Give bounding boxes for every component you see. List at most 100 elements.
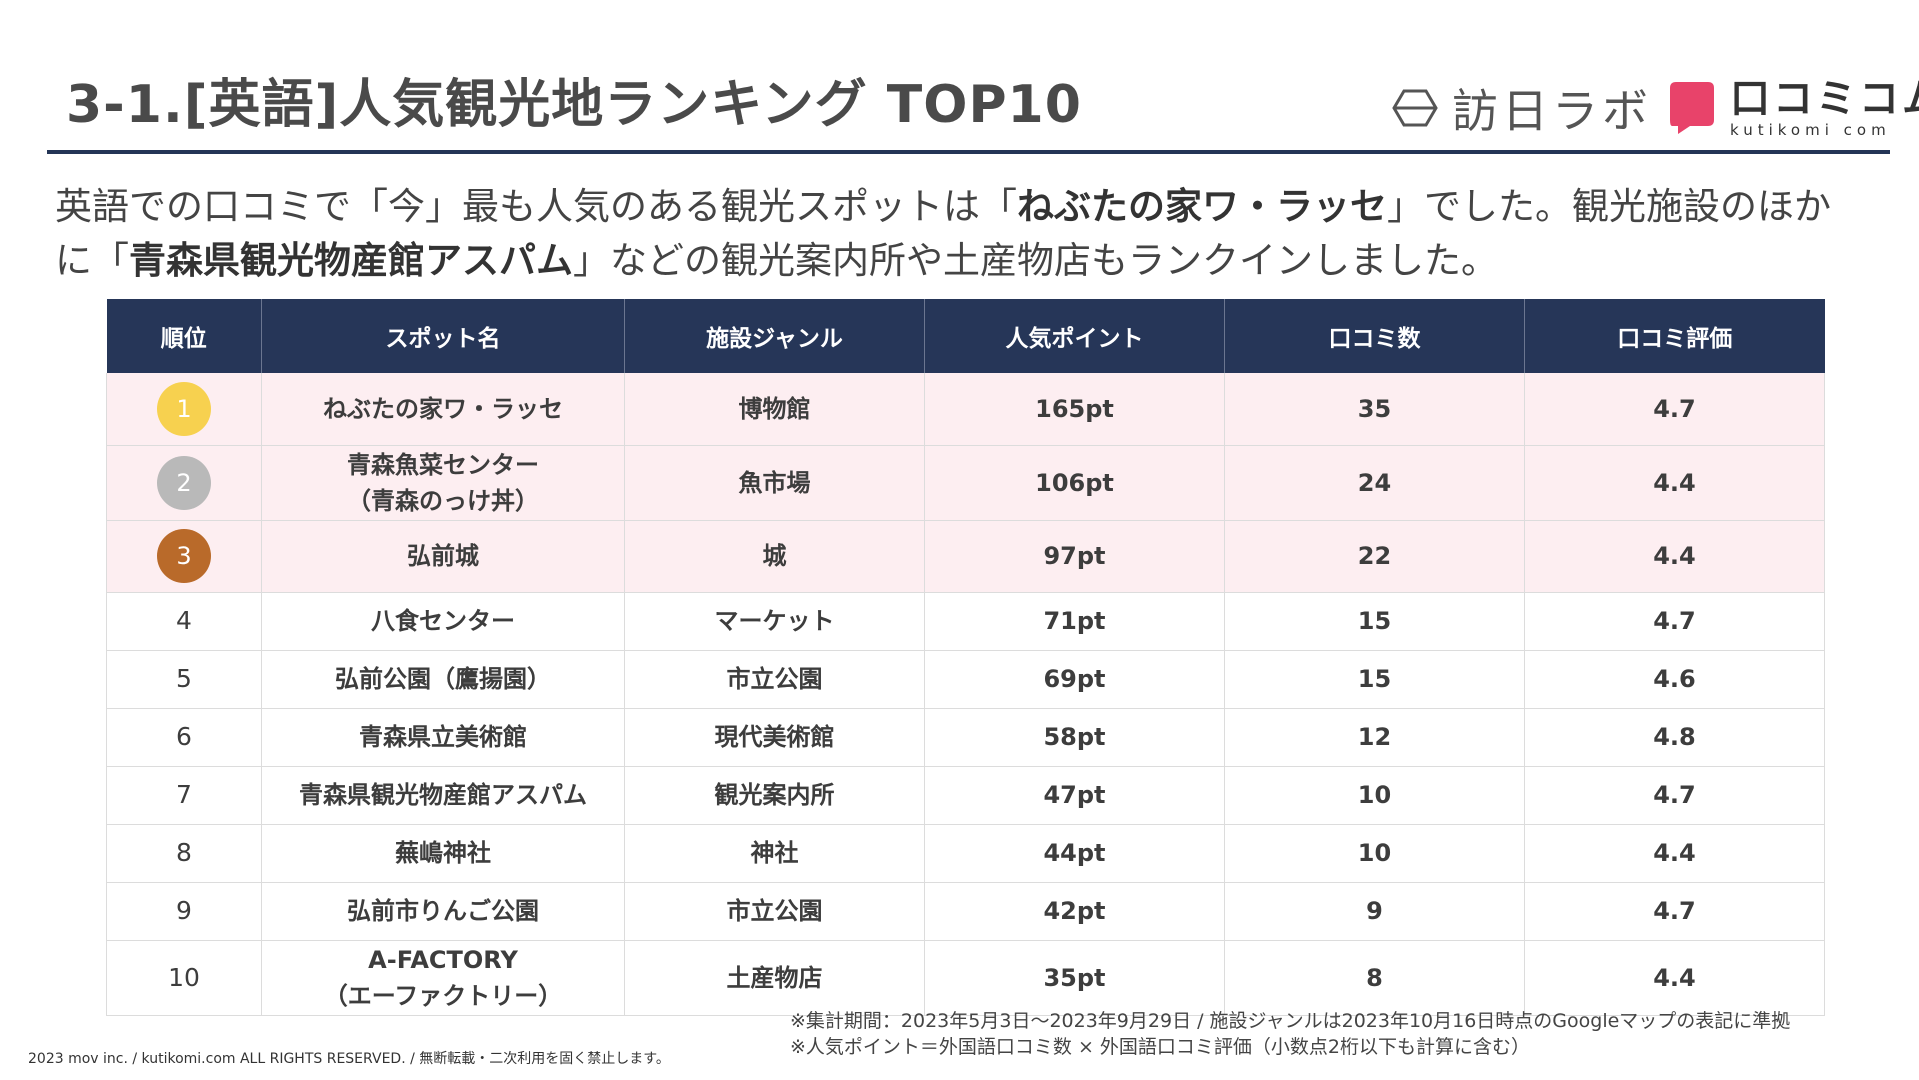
spot-name-cell: 弘前城 [261,520,625,593]
genre-cell: 現代美術館 [624,708,925,767]
spot-name-cell: 弘前市りんご公園 [261,882,625,941]
rank-medal: 2 [157,455,211,510]
points-cell: 69pt [924,650,1225,709]
houjin-lab-logo: 訪日ラボ [1392,78,1652,138]
rank-cell: 10 [106,940,262,1016]
table-row: 10 A-FACTORY （エーファクトリー） 土産物店 35pt 8 4.4 [106,940,1825,1016]
spot-name-cell: 青森県立美術館 [261,708,625,767]
rank-cell: 8 [106,824,262,883]
points-cell: 71pt [924,592,1225,651]
review-rating-cell: 4.6 [1524,650,1825,709]
kutikomi-logo: 口コミコム kutikomi com [1668,78,1919,138]
header-genre: 施設ジャンル [624,299,925,373]
rank-cell: 2 [106,445,262,521]
houjin-lab-logo-text: 訪日ラボ [1452,84,1652,138]
rank-cell: 4 [106,592,262,651]
rank-number: 7 [176,780,192,809]
table-row: 4 八食センター マーケット 71pt 15 4.7 [106,592,1825,651]
rank-number: 8 [176,838,192,867]
spot-name-cell: ねぶたの家ワ・ラッセ [261,373,625,446]
footnote-period: ※集計期間：2023年5月3日～2023年9月29日 / 施設ジャンルは2023… [790,1010,1791,1032]
points-cell: 47pt [924,766,1225,825]
table-row: 7 青森県観光物産館アスパム 観光案内所 47pt 10 4.7 [106,766,1825,825]
lead-text-2: 」でした。観光施設のほかに「 [55,185,1831,282]
rank-number: 4 [176,606,192,635]
kutikomi-logo-jp: 口コミコム [1730,75,1919,122]
review-count-cell: 15 [1224,650,1525,709]
header-points: 人気ポイント [924,299,1225,373]
review-rating-cell: 4.4 [1524,520,1825,593]
spot-name: A-FACTORY [368,945,518,974]
rank-number: 10 [168,962,200,992]
review-count-cell: 8 [1224,940,1525,1016]
header-divider [47,150,1890,154]
review-count-cell: 9 [1224,882,1525,941]
kutikomi-logo-en: kutikomi com [1730,120,1891,139]
table-row: 6 青森県立美術館 現代美術館 58pt 12 4.8 [106,708,1825,767]
spot-name: 青森県観光物産館アスパム [299,781,587,809]
review-rating-cell: 4.7 [1524,882,1825,941]
lead-text-3: 」などの観光案内所や土産物店もランクインしました。 [573,239,1498,282]
header-review-rating: 口コミ評価 [1524,299,1825,373]
review-count-cell: 15 [1224,592,1525,651]
rank-cell: 6 [106,708,262,767]
genre-cell: 観光案内所 [624,766,925,825]
hexagon-logo-icon [1392,89,1438,127]
rank-cell: 3 [106,520,262,593]
genre-cell: 城 [624,520,925,593]
spot-name-cell: 青森県観光物産館アスパム [261,766,625,825]
rank-number: 6 [176,722,192,751]
review-rating-cell: 4.4 [1524,445,1825,521]
review-count-cell: 24 [1224,445,1525,521]
ranking-table: 順位 スポット名 施設ジャンル 人気ポイント 口コミ数 口コミ評価 1 ねぶたの家… [106,299,1825,1016]
table-row: 3 弘前城 城 97pt 22 4.4 [106,520,1825,593]
rank-cell: 9 [106,882,262,941]
rank-cell: 5 [106,650,262,709]
table-row: 8 蕪嶋神社 神社 44pt 10 4.4 [106,824,1825,883]
spot-name-cell: A-FACTORY （エーファクトリー） [261,940,625,1016]
spot-name: ねぶたの家ワ・ラッセ [323,394,563,423]
spot-name-cell: 弘前公園（鷹揚園） [261,650,625,709]
spot-name-cell: 八食センター [261,592,625,651]
review-rating-cell: 4.4 [1524,940,1825,1016]
page-title: 3-1.[英語]人気観光地ランキング TOP10 [66,75,1082,135]
rank-medal: 3 [157,529,211,583]
lead-highlight-2: 青森県観光物産館アスパム [129,239,573,282]
points-cell: 165pt [924,373,1225,446]
table-row: 5 弘前公園（鷹揚園） 市立公園 69pt 15 4.6 [106,650,1825,709]
review-rating-cell: 4.4 [1524,824,1825,883]
spot-name-cell: 蕪嶋神社 [261,824,625,883]
table-header-row: 順位 スポット名 施設ジャンル 人気ポイント 口コミ数 口コミ評価 [106,299,1825,373]
review-rating-cell: 4.7 [1524,766,1825,825]
header-review-count: 口コミ数 [1224,299,1525,373]
points-cell: 35pt [924,940,1225,1016]
footnotes: ※集計期間：2023年5月3日～2023年9月29日 / 施設ジャンルは2023… [790,1008,1790,1060]
rank-cell: 7 [106,766,262,825]
spot-name-cell: 青森魚菜センター （青森のっけ丼） [261,445,625,521]
rank-number: 5 [176,664,192,693]
lead-text-1: 英語での口コミで「今」最も人気のある観光スポットは「 [55,185,1017,228]
review-count-cell: 10 [1224,766,1525,825]
review-rating-cell: 4.8 [1524,708,1825,767]
spot-name-sub: （エーファクトリー） [323,981,563,1010]
genre-cell: 魚市場 [624,445,925,521]
table-row: 9 弘前市りんご公園 市立公園 42pt 9 4.7 [106,882,1825,941]
copyright: 2023 mov inc. / kutikomi.com ALL RIGHTS … [28,1051,670,1067]
spot-name: 弘前公園（鷹揚園） [335,665,551,693]
table-row: 1 ねぶたの家ワ・ラッセ 博物館 165pt 35 4.7 [106,373,1825,446]
review-rating-cell: 4.7 [1524,373,1825,446]
review-rating-cell: 4.7 [1524,592,1825,651]
genre-cell: マーケット [624,592,925,651]
genre-cell: 市立公園 [624,650,925,709]
rank-cell: 1 [106,373,262,446]
speech-bubble-logo-icon [1670,82,1714,134]
rank-number: 9 [176,896,192,925]
points-cell: 42pt [924,882,1225,941]
genre-cell: 博物館 [624,373,925,446]
points-cell: 106pt [924,445,1225,521]
rank-medal: 1 [157,381,211,436]
footnote-formula: ※人気ポイント＝外国語口コミ数 × 外国語口コミ評価（小数点2桁以下も計算に含む… [790,1036,1531,1058]
spot-name: 八食センター [371,607,515,635]
points-cell: 44pt [924,824,1225,883]
review-count-cell: 12 [1224,708,1525,767]
